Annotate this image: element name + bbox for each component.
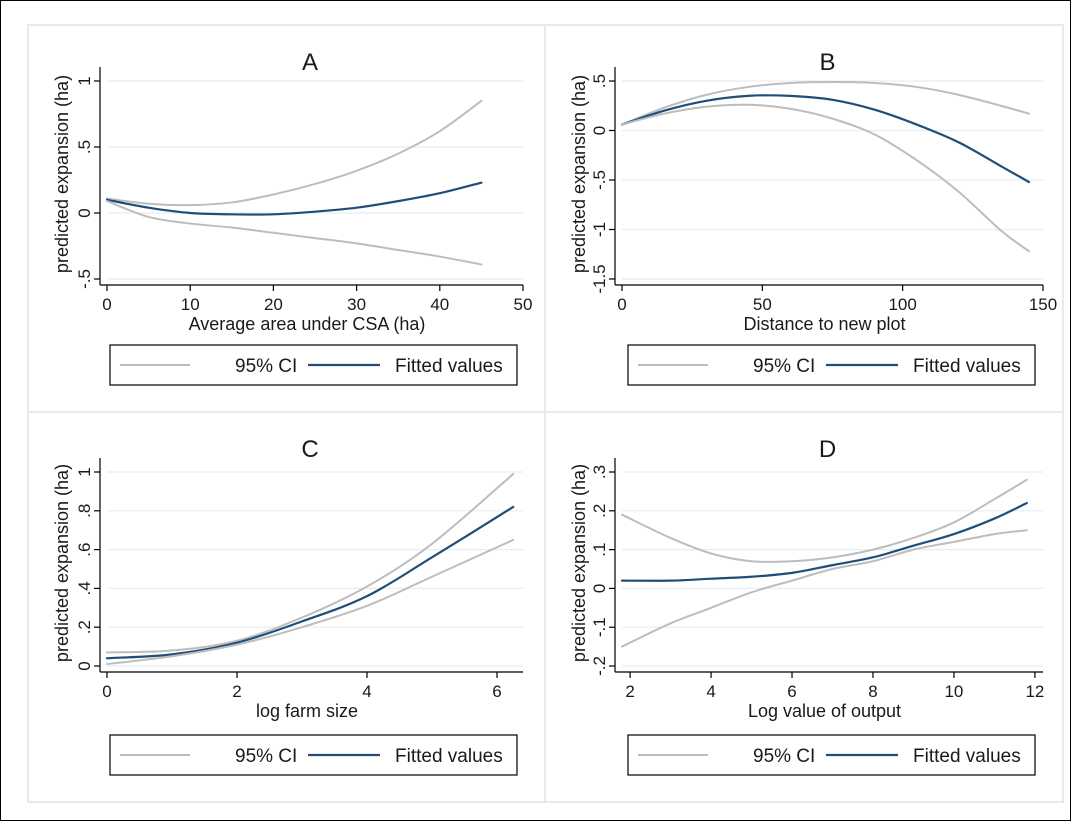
- panel-b-x-tick-label: 150: [1029, 295, 1057, 314]
- panel-d-x-tick-label: 6: [787, 682, 796, 701]
- panel-d-x-axis-label: Log value of output: [748, 701, 901, 721]
- panel-d-series-ci-upper: [621, 478, 1028, 563]
- panel-b-legend: 95% CI Fitted values: [627, 344, 1036, 386]
- panel-b-y-tick-label: .5: [590, 74, 609, 88]
- panel-b-series-ci-lower: [621, 103, 1030, 253]
- panel-a-x-tick-label: 20: [264, 295, 283, 314]
- panel-d-y-tick-label: .1: [590, 543, 609, 557]
- panel-c-series-ci-lower: [106, 538, 515, 666]
- panel-a-x-tick-label: 50: [514, 295, 533, 314]
- panel-c-series-fitted: [105, 505, 515, 660]
- panel-a-y-tick-label: 0: [75, 208, 94, 217]
- panel-a-x-tick-label: 40: [430, 295, 449, 314]
- panel-c-x-tick-label: 6: [492, 682, 501, 701]
- panel-a-y-axis-label: predicted expansion (ha): [52, 75, 72, 273]
- panel-c-legend-label-ci: 95% CI: [235, 746, 297, 767]
- panel-b-y-tick-label: 0: [590, 126, 609, 135]
- panel-d-y-tick-label: -.2: [590, 656, 609, 676]
- panel-b-legend-label-fitted: Fitted values: [913, 356, 1021, 377]
- panel-a-x-tick-label: 0: [102, 295, 111, 314]
- panel-c-legend: 95% CI Fitted values: [109, 734, 518, 776]
- panel-a-x-tick-label: 10: [181, 295, 200, 314]
- panel-a-legend: 95% CI Fitted values: [109, 344, 518, 386]
- panel-a-legend-label-fitted: Fitted values: [395, 356, 503, 377]
- panel-d-series-ci-lower: [621, 529, 1028, 648]
- panel-d-title: D: [819, 436, 836, 463]
- panel-b-x-tick-label: 100: [888, 295, 916, 314]
- panel-b-legend-label-ci: 95% CI: [753, 356, 815, 377]
- panel-a-title: A: [302, 49, 318, 76]
- panel-a-series-ci-lower: [106, 200, 483, 266]
- panel-d-y-tick-label: -.1: [590, 617, 609, 637]
- panel-b: B -1.5 -1 -.5 0 .5 0 50 100 150 Distance to new pl…: [544, 24, 1064, 413]
- panel-b-series-fitted: [620, 94, 1031, 184]
- panel-c-y-axis-label: predicted expansion (ha): [52, 464, 72, 662]
- panel-d-x-tick-label: 12: [1025, 682, 1044, 701]
- panel-c-y-tick-label: .2: [75, 620, 94, 634]
- panel-d-legend: 95% CI Fitted values: [627, 734, 1036, 776]
- panel-c-legend-label-fitted: Fitted values: [395, 746, 503, 767]
- panel-a-series-ci-upper: [106, 99, 483, 207]
- panel-a-y-tick-label: -.5: [75, 269, 94, 289]
- panel-d-x-tick-label: 10: [944, 682, 963, 701]
- panel-c-x-tick-label: 4: [362, 682, 371, 701]
- panel-d-legend-label-fitted: Fitted values: [913, 746, 1021, 767]
- panel-b-x-tick-label: 0: [617, 295, 626, 314]
- panel-c-y-tick-label: .4: [75, 581, 94, 595]
- panel-b-y-axis-label: predicted expansion (ha): [569, 75, 589, 273]
- panel-c-y-tick-label: 1: [75, 467, 94, 476]
- panel-c-y-tick-label: 0: [75, 661, 94, 670]
- panel-d-y-tick-label: .2: [590, 504, 609, 518]
- panel-d-y-axis-label: predicted expansion (ha): [569, 464, 589, 662]
- panel-c-x-tick-label: 0: [102, 682, 111, 701]
- panel-d-x-tick-label: 2: [625, 682, 634, 701]
- panel-a-y-tick-label: .5: [75, 140, 94, 154]
- panel-b-series-ci-upper: [621, 80, 1030, 126]
- panel-d: D -.2 -.1 0 .1 .2 .3 2 4 6 8 10 12 Log value of outpu…: [544, 411, 1064, 803]
- panel-b-y-tick-label: -1: [590, 222, 609, 237]
- panel-c-series-ci-upper: [106, 472, 515, 654]
- panel-d-series-fitted: [620, 501, 1028, 582]
- panel-a-legend-label-ci: 95% CI: [235, 356, 297, 377]
- panel-c-y-tick-label: .8: [75, 504, 94, 518]
- panel-b-title: B: [819, 49, 835, 76]
- panel-c: C 0 .2 .4 .6 .8 1 0 2 4 6 log farm size predicted ex…: [27, 411, 546, 803]
- panel-d-legend-label-ci: 95% CI: [753, 746, 815, 767]
- panel-a-x-tick-label: 30: [347, 295, 366, 314]
- panel-a-series-fitted: [105, 181, 483, 216]
- panel-d-y-tick-label: 0: [590, 584, 609, 593]
- panel-a-x-axis-label: Average area under CSA (ha): [189, 314, 426, 334]
- panel-c-x-tick-label: 2: [232, 682, 241, 701]
- panel-b-y-tick-label: -1.5: [590, 264, 609, 293]
- panel-c-x-axis-label: log farm size: [256, 701, 358, 721]
- panel-b-x-axis-label: Distance to new plot: [743, 314, 905, 334]
- panel-c-title: C: [301, 436, 318, 463]
- panel-d-y-tick-label: .3: [590, 465, 609, 479]
- panel-d-x-tick-label: 4: [706, 682, 715, 701]
- panel-d-x-tick-label: 8: [868, 682, 877, 701]
- panel-a-y-tick-label: 1: [75, 76, 94, 85]
- panel-b-y-tick-label: -.5: [590, 170, 609, 190]
- panel-b-x-tick-label: 50: [753, 295, 772, 314]
- panel-c-y-tick-label: .6: [75, 543, 94, 557]
